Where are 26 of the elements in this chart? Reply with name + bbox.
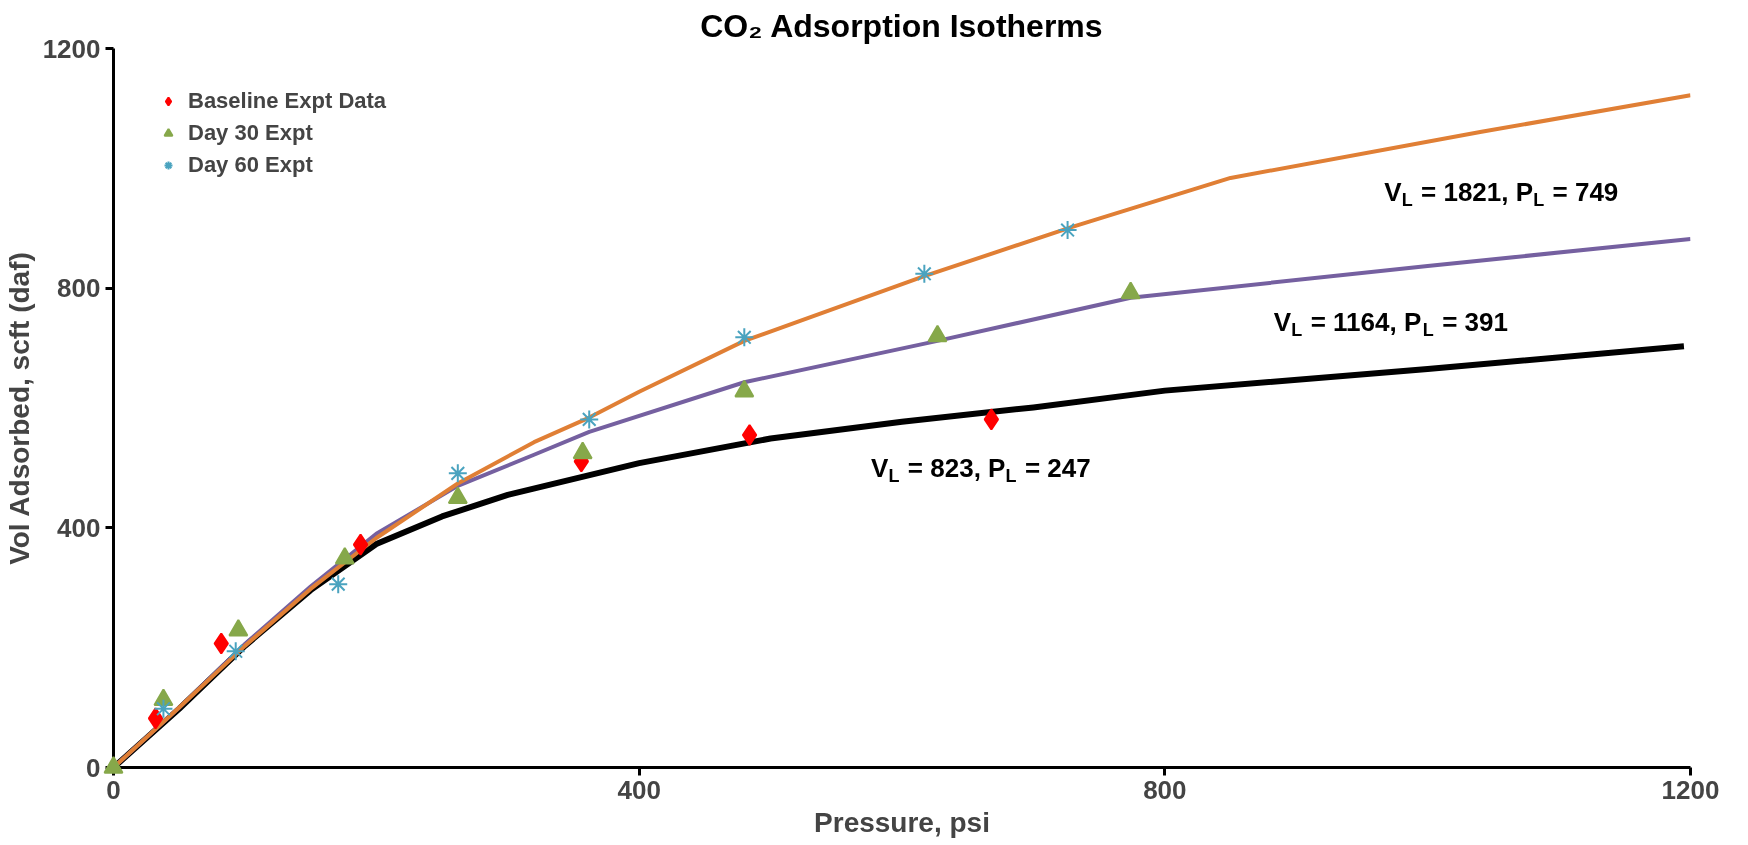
legend-label: Baseline Expt Data [188, 88, 387, 114]
y-tick-label: 400 [57, 512, 101, 543]
point [983, 408, 1000, 431]
point [447, 463, 468, 484]
x-tick-label: 400 [617, 774, 661, 805]
legend-label: Day 60 Expt [188, 152, 313, 178]
point [579, 409, 600, 430]
point [734, 327, 755, 348]
point [741, 423, 758, 446]
point [328, 574, 349, 595]
point [225, 641, 246, 662]
y-tick-label: 0 [86, 752, 101, 783]
x-axis-title: Pressure, psi [814, 806, 990, 838]
point [1057, 220, 1078, 241]
x-tick-label: 800 [1143, 774, 1187, 805]
point [914, 263, 935, 284]
chart-title: CO₂ Adsorption Isotherms [700, 7, 1103, 44]
y-tick-label: 800 [57, 273, 101, 304]
point [147, 707, 164, 730]
x-tick-label: 1200 [1661, 774, 1720, 805]
point [352, 533, 369, 556]
y-axis-title: Vol Adsorbed, scft (daf) [3, 252, 35, 565]
y-tick-label: 1200 [42, 33, 101, 64]
x-tick-label: 0 [106, 774, 121, 805]
point [153, 698, 174, 719]
legend-label: Day 30 Expt [188, 120, 313, 146]
